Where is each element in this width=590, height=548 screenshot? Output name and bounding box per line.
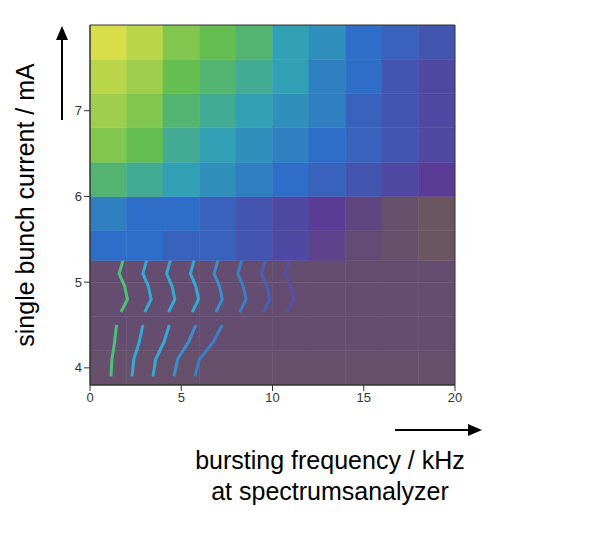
- svg-text:single bunch current / mA: single bunch current / mA: [11, 63, 39, 347]
- html-text:at spectrumsanalyzer: at spectrumsanalyzer: [211, 477, 449, 505]
- html-text:bursting frequency / kHz: bursting frequency / kHz: [195, 446, 465, 474]
- svg-text:10: 10: [265, 390, 279, 405]
- svg-text:6: 6: [75, 189, 82, 204]
- svg-text:15: 15: [357, 390, 371, 405]
- svg-text:0: 0: [86, 390, 93, 405]
- svg-text:20: 20: [448, 390, 462, 405]
- svg-text:4: 4: [75, 360, 82, 375]
- svg-text:7: 7: [75, 103, 82, 118]
- svg-text:5: 5: [75, 275, 82, 290]
- svg-text:5: 5: [178, 390, 185, 405]
